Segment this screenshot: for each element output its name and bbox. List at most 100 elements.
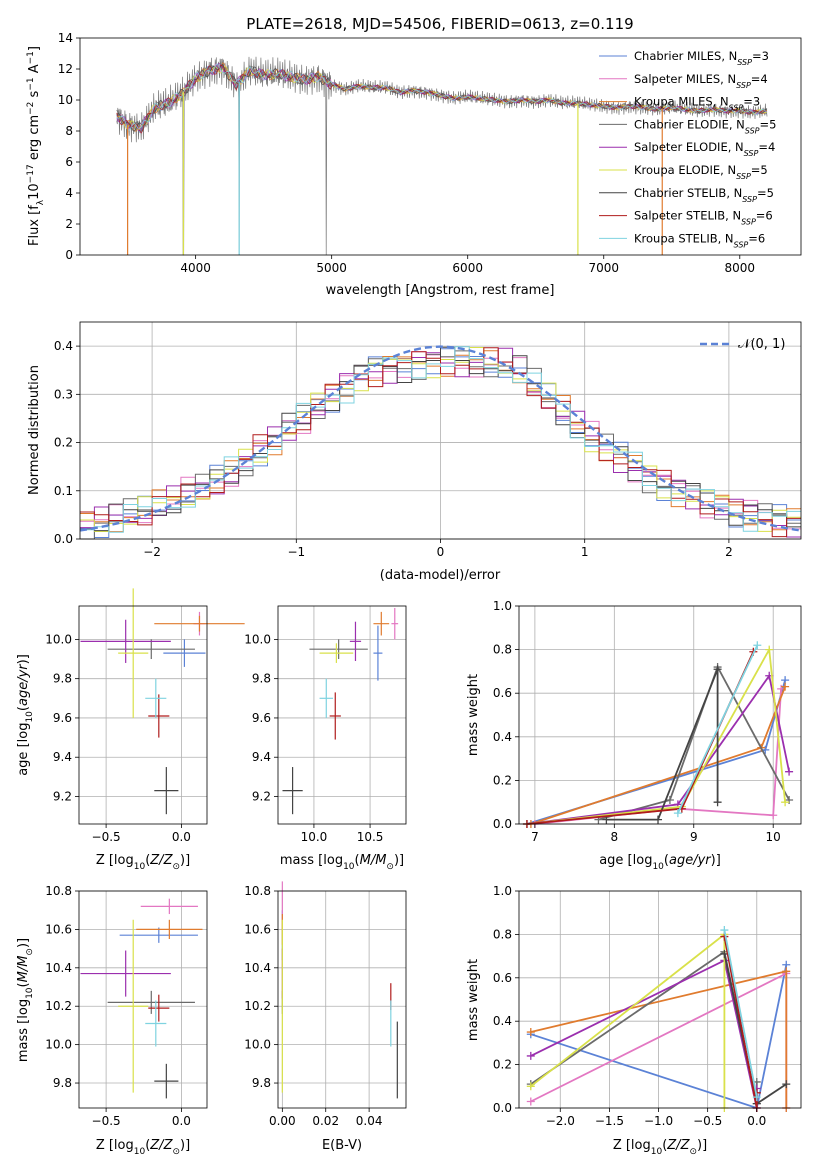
spectrum-ytick-label: 10 [58, 93, 73, 107]
massweight-vs-Z-series-line [723, 929, 758, 1098]
massweight-vs-age-series-line [677, 644, 759, 814]
massweight-vs-Z-marker [782, 967, 791, 976]
massweight-vs-age-marker [785, 767, 794, 776]
mass-vs-ebv-ytick-label: 10.4 [244, 961, 271, 975]
massweight-vs-age-ylabel: mass weight [466, 674, 481, 756]
massweight-vs-age-marker [781, 798, 790, 807]
age-vs-mass-xtick-label: 10.5 [357, 830, 384, 844]
age-vs-Z-ytick-label: 10.0 [45, 632, 72, 646]
residuals-xtick-label: −1 [287, 545, 305, 559]
age-vs-mass-xtick-label: 10.0 [301, 830, 328, 844]
residuals-xlabel: (data-model)/error [380, 568, 501, 583]
mass-vs-Z-ytick-label: 10.4 [45, 961, 72, 975]
mass-vs-ebv-xlabel: E(B-V) [322, 1138, 362, 1153]
massweight-vs-age-marker [765, 645, 774, 654]
spectrum-legend-label: Kroupa MILES, NSSP=3 [634, 95, 760, 113]
massweight-vs-Z-ytick-label: 0.6 [493, 971, 512, 985]
residuals-legend-label: 𝒩(0, 1) [738, 337, 785, 352]
massweight-vs-age-series-line [526, 646, 786, 825]
massweight-vs-age-frame [518, 605, 802, 825]
massweight-vs-age-xtick-label: 10 [766, 830, 781, 844]
massweight-vs-age-marker [713, 665, 722, 674]
massweight-vs-age-ytick-label: 0.8 [493, 643, 512, 657]
residuals-ytick-label: 0.4 [54, 339, 73, 353]
massweight-vs-age-series-line [606, 668, 719, 821]
spectrum-ytick-label: 0 [65, 248, 73, 262]
spectrum-ytick-label: 2 [65, 217, 73, 231]
massweight-vs-Z-marker [526, 1097, 535, 1106]
massweight-vs-Z-ytick-label: 0.4 [493, 1014, 512, 1028]
spectrum-ytick-label: 14 [58, 31, 73, 45]
mass-vs-Z-xtick-label: −0.5 [92, 1114, 121, 1128]
residuals-xtick-label: 1 [581, 545, 589, 559]
massweight-vs-Z-ytick-label: 0.8 [493, 927, 512, 941]
residuals-histogram [80, 346, 801, 533]
age-vs-Z-ylabel: age [log10(age/yr)] [16, 654, 35, 776]
massweight-vs-Z-marker [752, 1093, 761, 1102]
massweight-vs-Z-xtick-label: −1.0 [644, 1114, 673, 1128]
massweight-vs-Z-ytick-label: 1.0 [493, 884, 512, 898]
spectrum-legend-label: Chabrier ELODIE, NSSP=5 [634, 117, 776, 135]
spectrum-xlabel: wavelength [Angstrom, rest frame] [326, 283, 555, 298]
spectrum-frame [79, 37, 802, 256]
spectrum-xtick-label: 8000 [725, 261, 756, 275]
spectrum-xtick-label: 5000 [316, 261, 347, 275]
age-vs-Z-frame [78, 605, 208, 825]
massweight-vs-age-marker [673, 809, 682, 818]
spectrum-ylabel: Flux [fλ10−17 erg cm−2 s−1 A−1] [26, 46, 46, 246]
massweight-vs-age-ytick-label: 1.0 [493, 599, 512, 613]
mass-vs-ebv-xtick-label: 0.04 [356, 1114, 383, 1128]
massweight-vs-age-marker [654, 815, 663, 824]
figure-title: PLATE=2618, MJD=54506, FIBERID=0613, z=0… [246, 15, 633, 33]
mass-vs-Z-ytick-label: 10.8 [45, 884, 72, 898]
age-vs-Z-ytick-label: 9.8 [53, 672, 72, 686]
spectrum-ytick-label: 6 [65, 155, 73, 169]
massweight-vs-Z-marker [526, 1051, 535, 1060]
massweight-vs-Z-marker [526, 1028, 535, 1037]
massweight-vs-Z-ytick-label: 0.2 [493, 1058, 512, 1072]
mass-vs-Z-ylabel: mass [log10(M/M⊙)] [16, 938, 35, 1062]
age-vs-Z-xtick-label: 0.0 [172, 830, 191, 844]
mass-vs-ebv-ytick-label: 9.8 [252, 1076, 271, 1090]
mass-vs-Z-ytick-label: 10.6 [45, 922, 72, 936]
spectrum-xtick-label: 6000 [452, 261, 483, 275]
mass-vs-ebv-ytick-label: 10.8 [244, 884, 271, 898]
mass-vs-Z-xlabel: Z [log10(Z/Z⊙)] [96, 1138, 190, 1157]
mass-vs-Z-frame [78, 890, 208, 1109]
massweight-vs-age-series-line [526, 673, 790, 825]
massweight-vs-age-ytick-label: 0.6 [493, 686, 512, 700]
mass-vs-ebv-frame [277, 890, 407, 1109]
residuals-xtick-label: 2 [725, 545, 733, 559]
spectrum-legend-label: Chabrier MILES, NSSP=3 [634, 49, 769, 67]
massweight-vs-age-xtick-label: 7 [531, 830, 539, 844]
residuals-ytick-label: 0.3 [54, 387, 73, 401]
mass-vs-ebv-ytick-label: 10.0 [244, 1038, 271, 1052]
spectrum-legend-label: Kroupa ELODIE, NSSP=5 [634, 163, 768, 181]
mass-vs-ebv-xtick-label: 0.00 [269, 1114, 296, 1128]
massweight-vs-age-marker [665, 796, 674, 805]
spectrum-legend-label: Salpeter MILES, NSSP=4 [634, 72, 768, 90]
massweight-vs-Z-frame [518, 890, 802, 1109]
residuals-normal-curve [79, 345, 802, 532]
residuals-xtick-label: −2 [143, 545, 161, 559]
spectrum-legend-label: Salpeter STELIB, NSSP=6 [634, 209, 773, 227]
spectrum-xtick-label: 4000 [180, 261, 211, 275]
spectrum-ytick-label: 4 [65, 186, 73, 200]
residuals-ytick-label: 0.0 [54, 532, 73, 546]
mass-vs-ebv-ytick-label: 10.2 [244, 999, 271, 1013]
massweight-vs-age-ytick-label: 0.0 [493, 817, 512, 831]
spectrum-ytick-label: 8 [65, 124, 73, 138]
massweight-vs-Z-xlabel: Z [log10(Z/Z⊙)] [613, 1138, 707, 1157]
spectrum-legend-label: Chabrier STELIB, NSSP=5 [634, 186, 774, 204]
spectrum-legend-label: Kroupa STELIB, NSSP=6 [634, 231, 765, 249]
residuals-ytick-label: 0.2 [54, 436, 73, 450]
residuals-ylabel: Normed distribution [27, 365, 42, 495]
residuals-xtick-label: 0 [437, 545, 445, 559]
age-vs-Z-ytick-label: 9.6 [53, 711, 72, 725]
spectrum-xtick-label: 7000 [588, 261, 619, 275]
massweight-vs-Z-marker [720, 926, 729, 935]
massweight-vs-Z-marker [526, 1082, 535, 1091]
massweight-vs-age-xlabel: age [log10(age/yr)] [599, 853, 721, 872]
massweight-vs-age-marker [713, 798, 722, 807]
